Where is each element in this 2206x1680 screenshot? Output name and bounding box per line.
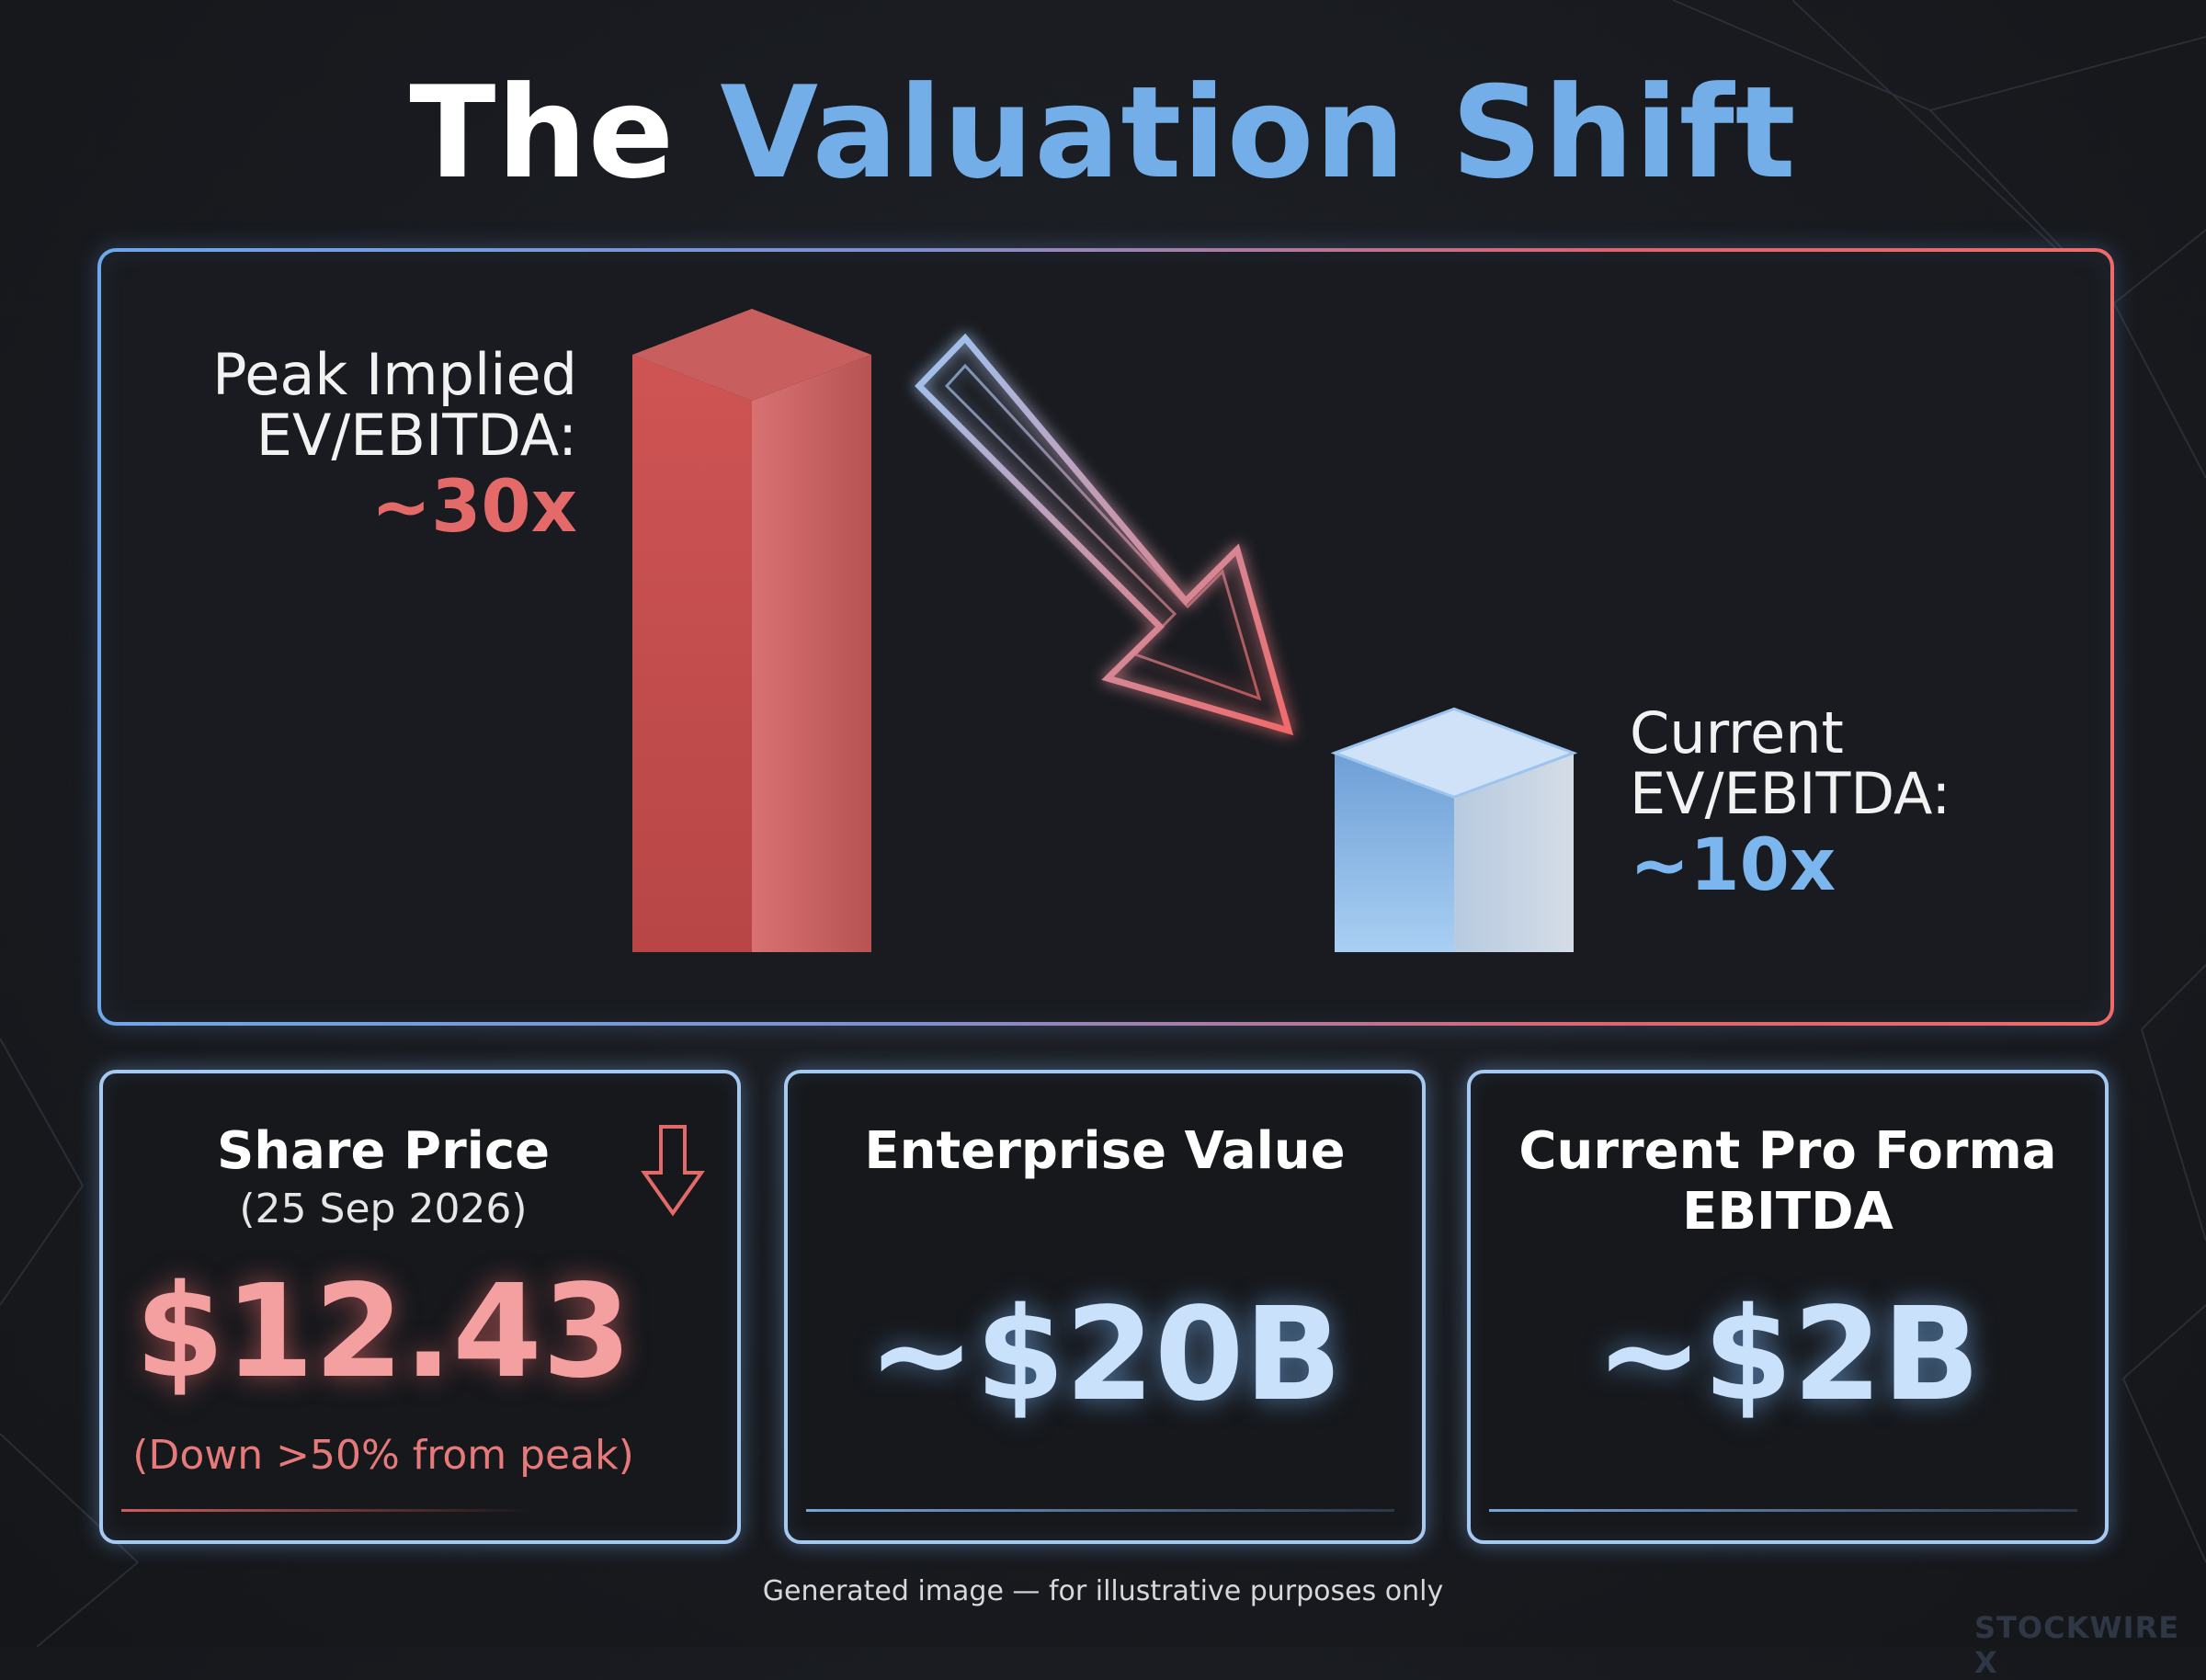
bar-current-top bbox=[1330, 707, 1578, 799]
card-title-ebitda-line-2: EBITDA bbox=[1682, 1181, 1893, 1242]
enterprise-value-value: ~$20B bbox=[867, 1280, 1343, 1430]
card-underline bbox=[121, 1509, 535, 1512]
current-label-line-2: EV/EBITDA: bbox=[1630, 760, 1951, 828]
bar-peak-front bbox=[632, 355, 752, 952]
trend-arrow-icon bbox=[915, 333, 1294, 736]
bar-peak-top bbox=[632, 309, 871, 401]
title-part-2: Valuation Shift bbox=[720, 59, 1797, 207]
bar-peak-side bbox=[752, 355, 871, 952]
ebitda-value: ~$2B bbox=[1595, 1280, 1981, 1430]
peak-label-line-2: EV/EBITDA: bbox=[256, 402, 577, 470]
card-title-ebitda-line-1: Current Pro Forma bbox=[1518, 1121, 2057, 1181]
brand-logo: STOCKWIRE X bbox=[1974, 1610, 2180, 1680]
bar-current-ev-ebitda bbox=[1330, 707, 1578, 952]
share-price-card: Share Price (25 Sep 2026) $12.43 (Down >… bbox=[99, 1070, 741, 1544]
down-arrow-icon bbox=[641, 1125, 705, 1217]
share-price-value: $12.43 bbox=[134, 1257, 632, 1407]
card-underline bbox=[806, 1509, 1394, 1512]
current-label-line-1: Current bbox=[1630, 699, 1844, 766]
peak-label-line-1: Peak Implied bbox=[212, 341, 577, 408]
footer-note: Generated image — for illustrative purpo… bbox=[762, 1575, 1444, 1607]
share-price-note: (Down >50% from peak) bbox=[132, 1432, 634, 1479]
enterprise-value-card: Enterprise Value ~$20B bbox=[784, 1070, 1426, 1544]
bar-current-front bbox=[1335, 753, 1454, 952]
card-subtitle-date: (25 Sep 2026) bbox=[239, 1186, 528, 1232]
page-title: The Valuation Shift bbox=[0, 57, 2206, 210]
card-title-ebitda: Current Pro Forma EBITDA bbox=[1471, 1121, 2105, 1242]
peak-value: ~30x bbox=[370, 465, 577, 549]
card-underline bbox=[1489, 1509, 2077, 1512]
chart-panel bbox=[97, 248, 2114, 1026]
peak-label: Peak Implied EV/EBITDA: ~30x bbox=[212, 341, 577, 549]
current-value: ~10x bbox=[1630, 823, 1836, 907]
bar-current-side bbox=[1454, 753, 1574, 952]
ebitda-card: Current Pro Forma EBITDA ~$2B bbox=[1467, 1070, 2109, 1544]
bar-peak-ev-ebitda bbox=[632, 309, 871, 952]
card-title-enterprise-value: Enterprise Value bbox=[864, 1121, 1346, 1181]
title-part-1: The bbox=[409, 59, 676, 207]
card-title-share-price: Share Price bbox=[216, 1121, 551, 1181]
current-label: Current EV/EBITDA: ~10x bbox=[1630, 699, 1951, 907]
